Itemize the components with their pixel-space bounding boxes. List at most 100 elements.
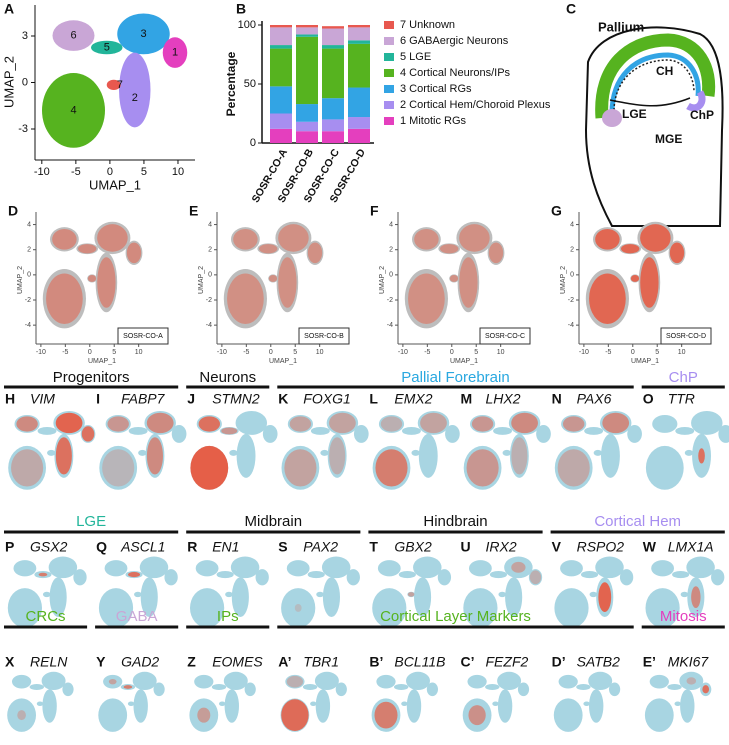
expression-region — [595, 228, 620, 250]
cell-region — [153, 682, 165, 697]
expression-region — [38, 572, 48, 577]
expression-region — [221, 427, 238, 435]
cell-region — [407, 591, 415, 598]
y-tick-label: 0 — [389, 272, 393, 279]
y-tick-label: -4 — [387, 322, 393, 329]
gene-panel: B’ BCL11B — [369, 654, 446, 732]
gene-name: VIM — [30, 391, 55, 407]
expression-region — [289, 416, 312, 432]
cell-region — [262, 424, 278, 443]
expression-region — [459, 257, 478, 308]
cell-region — [413, 556, 442, 579]
cell-region — [583, 701, 590, 706]
bar-segment — [322, 28, 344, 46]
gene-panel: I FABP7 — [96, 391, 187, 490]
cell-region — [437, 569, 452, 586]
expression-region — [146, 437, 163, 475]
x-tick-label: -5 — [424, 349, 430, 356]
gene-panel: S PAX2 — [278, 539, 360, 628]
expression-region — [294, 603, 302, 612]
x-tick-label: 5 — [141, 166, 147, 178]
cell-region — [47, 449, 56, 456]
gene-name: ASCL1 — [120, 539, 165, 555]
x-axis-label: UMAP_1 — [89, 177, 141, 192]
expression-region — [16, 416, 38, 432]
y-tick-label: 4 — [570, 221, 574, 228]
bar-segment — [348, 128, 370, 143]
x-tick-label: 5 — [474, 349, 478, 356]
expression-region — [420, 412, 447, 434]
expression-region — [602, 412, 630, 434]
bar-segment — [322, 98, 344, 120]
sample-label: SOSR-CO-C — [485, 333, 525, 340]
expression-region — [259, 244, 278, 254]
expression-region — [123, 685, 133, 689]
cell-region — [189, 698, 219, 732]
panel-letter: R — [187, 539, 197, 555]
cluster-label: 6 — [70, 30, 76, 42]
bar-segment — [322, 119, 344, 132]
gene-panel: N PAX6 — [552, 391, 642, 490]
gene-name: IRX2 — [486, 539, 517, 555]
expression-region — [197, 707, 211, 723]
cell-region — [287, 414, 313, 433]
y-axis-label: UMAP_2 — [560, 266, 567, 294]
cell-region — [378, 414, 405, 433]
expression-region — [278, 224, 309, 252]
ventricle-edge — [613, 59, 695, 115]
cell-region — [445, 424, 460, 443]
cell-region — [315, 689, 331, 723]
cluster-region — [42, 73, 105, 148]
cell-region — [190, 588, 225, 628]
expression-region — [268, 275, 278, 282]
panel-letter: D — [8, 203, 18, 219]
bar-segment — [322, 26, 344, 29]
group-header: Cortical Layer Markers — [380, 608, 531, 625]
expression-region — [329, 412, 356, 434]
gene-name: FOXG1 — [303, 391, 350, 407]
gene-name: GSX2 — [30, 539, 68, 555]
x-tick-label: 10 — [678, 349, 686, 356]
cell-region — [492, 701, 499, 706]
gene-name: GBX2 — [394, 539, 432, 555]
cell-region — [219, 701, 226, 706]
cell-region — [667, 683, 682, 691]
sample-box — [117, 327, 169, 345]
expression-region — [284, 449, 317, 487]
cell-region — [406, 689, 422, 723]
cell-region — [679, 671, 704, 691]
group-header: Mitosis — [660, 608, 707, 625]
diagram-label: MGE — [655, 132, 682, 146]
y-axis-label: UMAP_2 — [198, 266, 205, 294]
x-tick-label: 10 — [316, 349, 324, 356]
expression-region — [46, 273, 83, 324]
panel-letter: E — [189, 203, 198, 219]
cell-region — [456, 221, 493, 255]
gene-name: FABP7 — [121, 391, 166, 407]
gene-name: EOMES — [212, 654, 263, 670]
group-header: IPs — [217, 608, 239, 625]
legend-label: 6 GABAergic Neurons — [400, 35, 509, 47]
x-tick-label: -5 — [243, 349, 249, 356]
cell-region — [489, 570, 508, 579]
expression-region — [459, 224, 490, 252]
cell-region — [528, 569, 543, 586]
cell-region — [164, 569, 178, 586]
cell-region — [449, 274, 459, 283]
gene-panel: K FOXG1 — [278, 391, 369, 490]
cell-region — [404, 269, 448, 329]
y-axis-label: UMAP_2 — [379, 266, 386, 294]
expression-region — [557, 449, 590, 487]
cell-region — [223, 671, 248, 691]
cluster-region — [52, 20, 95, 51]
cell-region — [411, 449, 420, 456]
cluster-label: 1 — [172, 47, 178, 59]
cell-region — [7, 698, 36, 732]
y-tick-label: -2 — [568, 297, 574, 304]
expression-region — [107, 416, 129, 432]
cell-region — [601, 433, 620, 478]
panel-letter: M — [461, 391, 473, 407]
cell-region — [588, 671, 613, 691]
cell-region — [589, 591, 598, 598]
cell-region — [680, 591, 689, 598]
